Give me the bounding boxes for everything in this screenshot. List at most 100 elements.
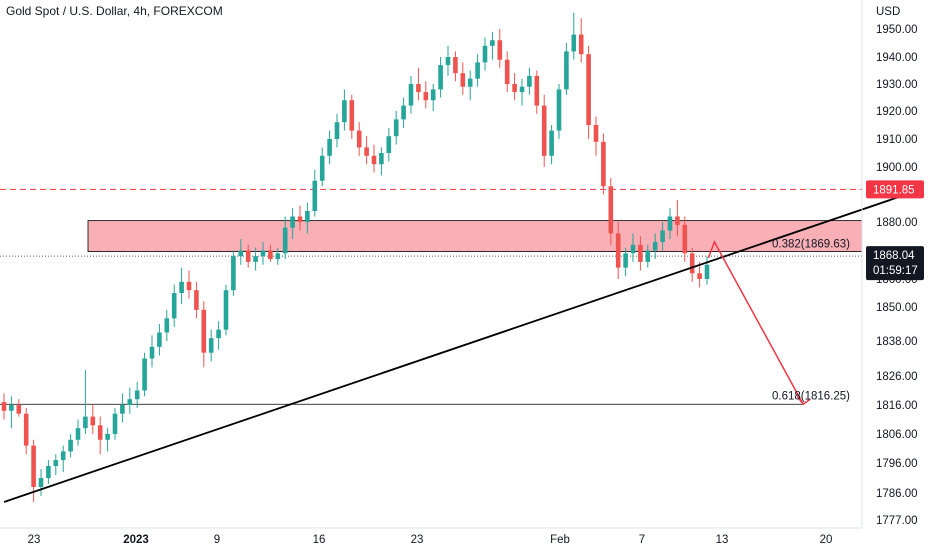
- price-tick-14: 1786.00: [876, 488, 918, 500]
- candle-3: [23, 407, 29, 455]
- time-axis[interactable]: 23 2023 9 16 23 Feb 7 13 20: [28, 534, 833, 546]
- candle-11: [83, 370, 88, 434]
- candle-77: [571, 12, 577, 60]
- candle-54: [401, 97, 406, 128]
- price-tick-15: 1777.00: [876, 515, 918, 527]
- price-tick-10: 1826.00: [876, 371, 918, 383]
- candle-8: [60, 445, 66, 472]
- candle-72: [534, 70, 540, 114]
- resistance-price-text: 1891.85: [873, 184, 915, 196]
- projection-arrow: [707, 240, 811, 406]
- candle-18: [134, 381, 140, 408]
- price-tick-9: 1838.00: [876, 336, 918, 348]
- time-tick-5: Feb: [550, 534, 570, 546]
- current-price-text: 1868.04: [873, 250, 915, 262]
- candle-30: [223, 284, 229, 336]
- candle-6: [46, 460, 51, 484]
- candle-9: [68, 434, 73, 458]
- candle-29: [216, 321, 221, 350]
- current-price-tag: [866, 246, 924, 281]
- candle-38: [282, 216, 288, 260]
- candle-82: [608, 178, 614, 245]
- candle-23: [171, 284, 177, 327]
- candle-83: [615, 222, 621, 279]
- candle-12: [90, 405, 96, 434]
- candle-51: [379, 147, 384, 176]
- candle-65: [482, 37, 488, 71]
- candle-89: [660, 222, 665, 251]
- candle-66: [490, 31, 495, 60]
- candle-33: [245, 244, 251, 268]
- candle-53: [393, 111, 399, 145]
- candle-10: [75, 419, 81, 446]
- price-tick-2: 1930.00: [876, 79, 918, 91]
- countdown-text: 01:59:17: [873, 265, 918, 277]
- candle-67: [497, 29, 503, 68]
- candle-95: [704, 256, 710, 285]
- candle-13: [97, 416, 103, 455]
- time-tick-0: 23: [28, 534, 41, 546]
- candle-5: [38, 469, 44, 496]
- candle-79: [586, 45, 591, 139]
- candle-63: [467, 70, 473, 101]
- candle-15: [112, 407, 118, 440]
- candle-46: [342, 89, 347, 131]
- candle-42: [312, 169, 318, 217]
- time-tick-1: 2023: [123, 534, 149, 546]
- candle-19: [142, 352, 147, 397]
- candle-44: [327, 130, 332, 165]
- trendline[interactable]: [3, 190, 915, 503]
- candle-45: [334, 113, 340, 148]
- candle-59: [438, 57, 443, 98]
- candle-56: [416, 67, 421, 101]
- trendline-layer: [3, 190, 915, 503]
- projection-path: [707, 240, 804, 405]
- candle-20: [149, 335, 155, 368]
- candle-90: [667, 208, 673, 240]
- candle-1: [9, 396, 14, 429]
- candle-28: [208, 329, 214, 362]
- candlestick-series: [1, 12, 710, 502]
- time-tick-7: 13: [716, 534, 729, 546]
- candle-61: [453, 51, 458, 82]
- price-tick-4: 1910.00: [876, 134, 918, 146]
- candle-21: [157, 324, 162, 356]
- candle-24: [179, 267, 184, 305]
- time-tick-2: 9: [214, 534, 220, 546]
- candle-40: [297, 205, 303, 231]
- candle-57: [423, 81, 429, 109]
- candle-26: [194, 281, 199, 319]
- candle-37: [275, 247, 281, 265]
- price-tick-13: 1796.00: [876, 458, 918, 470]
- candle-60: [445, 45, 451, 76]
- price-tick-5: 1900.00: [876, 162, 918, 174]
- candle-0: [1, 393, 7, 420]
- price-tick-1: 1940.00: [876, 52, 918, 64]
- price-tick-0: 1950.00: [876, 24, 918, 36]
- time-tick-6: 7: [639, 534, 645, 546]
- candle-69: [512, 73, 517, 101]
- candle-73: [541, 94, 547, 167]
- candle-27: [201, 301, 207, 368]
- candle-70: [519, 78, 525, 106]
- candle-74: [549, 125, 554, 165]
- candle-43: [319, 147, 325, 187]
- candle-76: [564, 43, 569, 95]
- time-tick-3: 16: [313, 534, 326, 546]
- resistance-price-tag: [866, 180, 924, 199]
- fib-382-label: 0.382(1869.63): [772, 239, 850, 251]
- candle-78: [578, 18, 584, 63]
- candle-50: [371, 144, 377, 173]
- candle-84: [623, 247, 628, 277]
- price-tick-11: 1816.00: [876, 400, 918, 412]
- projection-arrowhead: [796, 395, 811, 406]
- candle-52: [386, 127, 392, 162]
- candle-39: [290, 208, 295, 240]
- chart-title: Gold Spot / U.S. Dollar, 4h, FOREXCOM: [6, 4, 223, 18]
- price-tick-3: 1920.00: [876, 106, 918, 118]
- candle-31: [231, 250, 236, 296]
- time-tick-4: 23: [411, 534, 424, 546]
- candle-88: [652, 233, 658, 260]
